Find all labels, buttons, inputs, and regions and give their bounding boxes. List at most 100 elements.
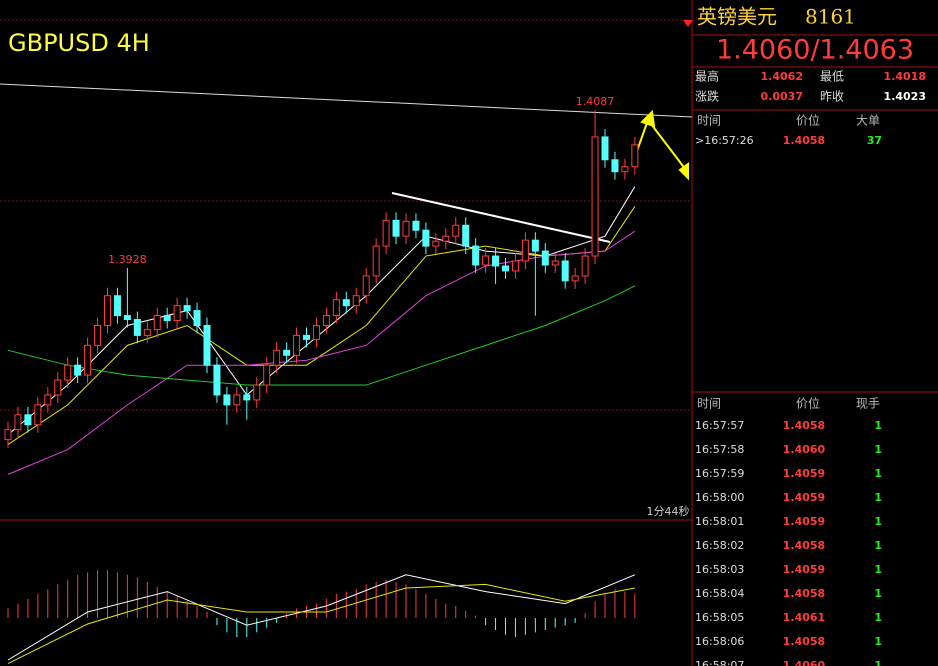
row-volume: 1 bbox=[874, 587, 882, 600]
candle-body bbox=[4, 429, 12, 441]
row-volume: 1 bbox=[874, 443, 882, 456]
table-header: 价位 bbox=[796, 113, 820, 128]
candle-body bbox=[362, 275, 370, 297]
row-price: 1.4060 bbox=[783, 659, 826, 666]
candle-body bbox=[253, 384, 261, 401]
row-time: 16:57:58 bbox=[695, 443, 744, 456]
candle-body bbox=[322, 315, 330, 326]
last-price: 1.4060/1.4063 bbox=[716, 35, 914, 66]
row-volume: 1 bbox=[874, 611, 882, 624]
row-time: 16:58:02 bbox=[695, 539, 744, 552]
candle-body bbox=[203, 324, 211, 366]
candle-body bbox=[303, 334, 310, 340]
candle-body bbox=[223, 394, 231, 406]
candle-body bbox=[412, 220, 420, 231]
stat-value: 0.0037 bbox=[761, 90, 803, 103]
marker bbox=[683, 20, 693, 27]
row-volume: 1 bbox=[874, 491, 882, 504]
row-volume: 1 bbox=[874, 419, 882, 432]
row-price: 1.4060 bbox=[783, 443, 826, 456]
row-time: 16:57:57 bbox=[695, 419, 744, 432]
price-annotation: 1.3928 bbox=[108, 253, 147, 266]
stat-label: 最低 bbox=[820, 70, 844, 84]
candle-body bbox=[283, 349, 291, 356]
row-price: 1.4058 bbox=[783, 587, 825, 600]
candle-body bbox=[342, 299, 350, 307]
symbol-name: 英镑美元 bbox=[697, 5, 777, 29]
stat-value: 1.4018 bbox=[884, 70, 926, 83]
candle-body bbox=[143, 328, 151, 336]
row-price: 1.4059 bbox=[783, 515, 825, 528]
candle-body bbox=[392, 219, 400, 237]
macd-line bbox=[7, 574, 636, 661]
row-price: 1.4058 bbox=[783, 635, 825, 648]
candle-body bbox=[163, 315, 171, 322]
price-annotation: 1.4087 bbox=[576, 95, 615, 108]
stat-label: 涨跌 bbox=[695, 89, 719, 104]
row-price: 1.4058 bbox=[783, 419, 825, 432]
row-price: 1.4058 bbox=[783, 539, 825, 552]
candle-body bbox=[541, 250, 549, 266]
stat-value: 1.4023 bbox=[884, 90, 926, 103]
candle-body bbox=[123, 315, 131, 321]
candle-body bbox=[113, 295, 121, 317]
trend-line bbox=[391, 192, 611, 243]
table-header: 价位 bbox=[796, 396, 820, 411]
candle-body bbox=[462, 224, 470, 247]
candle-body bbox=[312, 324, 320, 340]
countdown: 1分44秒 bbox=[647, 504, 690, 518]
row-volume: 1 bbox=[874, 635, 882, 648]
candle-body bbox=[34, 404, 42, 426]
candle-body bbox=[581, 255, 589, 277]
stat-label: 昨收 bbox=[820, 90, 844, 104]
row-price: 1.4058 bbox=[783, 134, 825, 147]
candle-body bbox=[561, 260, 569, 282]
row-volume: 37 bbox=[867, 134, 882, 147]
candle-body bbox=[273, 349, 281, 366]
candle-body bbox=[54, 379, 62, 396]
candle-body bbox=[183, 305, 191, 312]
price-guides bbox=[0, 19, 692, 411]
row-time: 16:57:59 bbox=[695, 467, 744, 480]
row-volume: 1 bbox=[874, 659, 882, 666]
moving-average bbox=[7, 285, 636, 386]
candle-body bbox=[631, 144, 639, 168]
candle-body bbox=[213, 364, 221, 396]
row-time: 16:58:05 bbox=[695, 611, 744, 624]
row-price: 1.4059 bbox=[783, 563, 825, 576]
row-time: 16:58:07 bbox=[695, 659, 744, 666]
table-header: 大单 bbox=[856, 114, 880, 128]
row-time: >16:57:26 bbox=[695, 134, 754, 147]
candle-body bbox=[293, 334, 301, 356]
candle-body bbox=[94, 324, 102, 346]
row-price: 1.4061 bbox=[783, 611, 825, 624]
candle-body bbox=[591, 136, 599, 257]
candle-body bbox=[352, 295, 360, 307]
candle-body bbox=[74, 364, 82, 376]
candle-body bbox=[243, 394, 251, 401]
candle-body bbox=[173, 305, 181, 322]
candle-body bbox=[193, 310, 201, 326]
candle-body bbox=[531, 239, 539, 252]
row-time: 16:58:04 bbox=[695, 587, 744, 600]
candle-body bbox=[551, 260, 559, 266]
candle-body bbox=[263, 364, 271, 386]
row-price: 1.4059 bbox=[783, 491, 825, 504]
candle-body bbox=[432, 240, 440, 247]
row-volume: 1 bbox=[874, 563, 882, 576]
symbol-code: 8161 bbox=[805, 5, 856, 29]
candle-body bbox=[382, 219, 390, 247]
candle-body bbox=[402, 220, 410, 237]
candle-body bbox=[24, 414, 32, 426]
candle-body bbox=[133, 319, 141, 336]
row-time: 16:58:00 bbox=[695, 491, 744, 504]
trend-line bbox=[0, 83, 693, 118]
candle-body bbox=[332, 299, 340, 317]
row-time: 16:58:01 bbox=[695, 515, 744, 528]
candle-body bbox=[153, 315, 161, 330]
candle-body bbox=[472, 245, 480, 266]
row-time: 16:58:06 bbox=[695, 635, 744, 648]
table-header: 时间 bbox=[697, 114, 721, 128]
candle-body bbox=[233, 394, 241, 406]
